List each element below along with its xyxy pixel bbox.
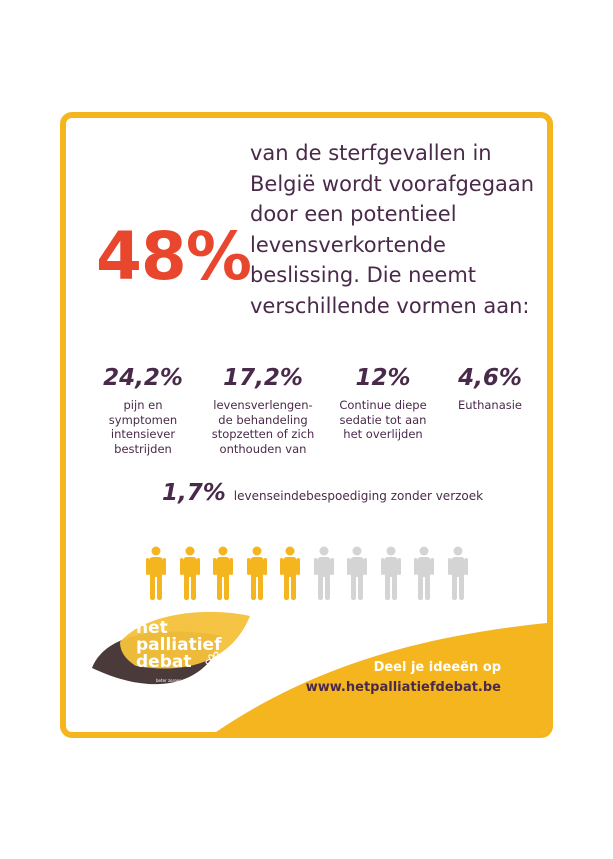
- stat-value: 4,6%: [458, 365, 522, 391]
- stat-label-line: levensverlengen-: [213, 398, 313, 412]
- stat-label-line: het overlijden: [343, 427, 423, 441]
- stat-label-line: sedatie tot aan: [339, 412, 427, 427]
- stat-label-line: Euthanasie: [458, 398, 522, 412]
- stat-value: 24,2%: [103, 365, 183, 391]
- headline-percentage: 48%: [96, 218, 252, 295]
- stat-label-line: onthouden van: [219, 441, 307, 456]
- stat-without-request: 1,7% levenseindebespoediging zonder verz…: [162, 480, 522, 506]
- stat-withdraw-treatment: 17,2% levensverlengen- de behandeling st…: [198, 364, 328, 456]
- logo-line: palliatief: [136, 635, 222, 655]
- stat-label: Continue diepe sedatie tot aan het overl…: [328, 398, 438, 442]
- stat-label-line: bestrijden: [114, 441, 172, 456]
- website-link[interactable]: www.hetpalliatiefdebat.be: [305, 680, 501, 695]
- logo-line: debat: [136, 652, 192, 672]
- person-icon: [380, 546, 401, 600]
- logo-wordmark: het palliatief debat: [136, 620, 221, 671]
- headline-line: van de sterfgevallen in: [250, 141, 492, 165]
- stat-value: 17,2%: [223, 365, 303, 391]
- person-icon: [447, 546, 468, 600]
- stat-label: levensverlengen- de behandeling stopzett…: [198, 398, 328, 456]
- headline-line: beslissing. Die neemt: [250, 263, 477, 287]
- cta-text: Deel je ideeën op: [373, 660, 501, 675]
- stat-label-line: Continue diepe: [339, 398, 427, 412]
- stat-label: levenseindebespoediging zonder verzoek: [233, 489, 484, 503]
- person-icon-highlighted: [246, 546, 267, 600]
- logo-line: het: [136, 618, 168, 638]
- yellow-swoosh-decoration: [216, 623, 547, 732]
- stat-label-line: pijn en: [123, 398, 163, 412]
- headline-line: levensverkortende: [250, 232, 446, 257]
- headline-text: van de sterfgevallen in België wordt voo…: [250, 138, 542, 321]
- het-palliatief-debat-logo: het palliatief debat beter zorgen voor w…: [84, 606, 250, 706]
- person-icon: [414, 546, 434, 600]
- person-icon-highlighted: [146, 546, 166, 600]
- people-pictogram: [146, 546, 476, 600]
- flower-icon: [205, 651, 227, 673]
- stat-label-line: intensiever: [110, 427, 176, 441]
- stat-label-line: stopzetten of zich: [211, 427, 315, 441]
- headline-line: verschillende vormen aan:: [250, 293, 530, 318]
- headline-line: België wordt voorafgegaan: [250, 171, 535, 196]
- person-icon-highlighted: [213, 546, 233, 600]
- call-to-action: Deel je ideeën op www.hetpalliatiefdebat…: [306, 658, 501, 698]
- stat-value: 1,7%: [162, 480, 226, 506]
- stat-euthanasia: 4,6% Euthanasie: [444, 364, 536, 413]
- stat-symptom-relief: 24,2% pijn en symptomen intensiever best…: [88, 364, 198, 456]
- stat-label: Euthanasie: [444, 398, 536, 413]
- person-icon-highlighted: [280, 546, 300, 600]
- stat-continuous-sedation: 12% Continue diepe sedatie tot aan het o…: [328, 364, 438, 442]
- headline-line: door een potentieel: [250, 202, 457, 226]
- stat-label-line: de behandeling: [218, 412, 308, 427]
- person-icon-highlighted: [179, 546, 200, 600]
- stat-label-line: symptomen: [108, 412, 178, 427]
- logo-tagline: beter zorgen voor wie niet meer beter wo…: [156, 678, 233, 688]
- stat-value: 12%: [355, 365, 411, 391]
- stat-label: pijn en symptomen intensiever bestrijden: [88, 398, 198, 456]
- person-icon: [347, 546, 367, 600]
- person-icon: [313, 546, 334, 600]
- logo-leaf-shapes: [92, 611, 250, 685]
- infographic-frame: 48% van de sterfgevallen in België wordt…: [60, 112, 553, 738]
